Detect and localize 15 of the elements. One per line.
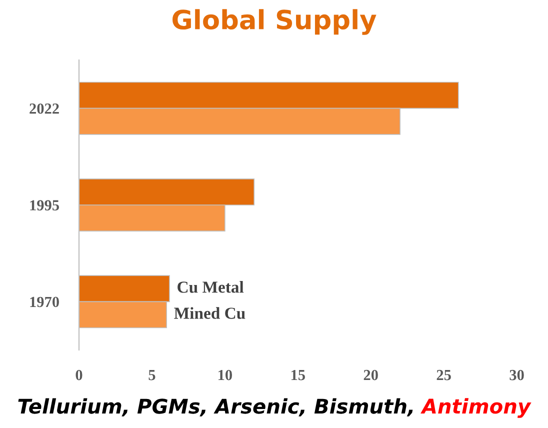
x-tick-label: 30 (510, 370, 524, 380)
x-tick-label: 25 (436, 370, 451, 380)
x-tick-label: 10 (218, 370, 232, 380)
series-label: Cu Metal (178, 281, 244, 293)
y-tick-label: 1970 (30, 296, 59, 308)
series-label: Mined Cu (174, 307, 246, 319)
chart-title: Global Supply (172, 9, 376, 35)
x-tick-label: 0 (76, 370, 82, 380)
y-tick-label: 2022 (30, 103, 59, 114)
text: Tellurium, PGMs, Arsenic, Bismuth, (18, 398, 413, 416)
x-tick-label: 20 (364, 370, 378, 380)
y-tick-label: 1995 (30, 200, 59, 210)
x-tick-label: 15 (291, 370, 305, 380)
text: Antimony (420, 398, 532, 418)
x-tick-label: 5 (148, 370, 156, 380)
